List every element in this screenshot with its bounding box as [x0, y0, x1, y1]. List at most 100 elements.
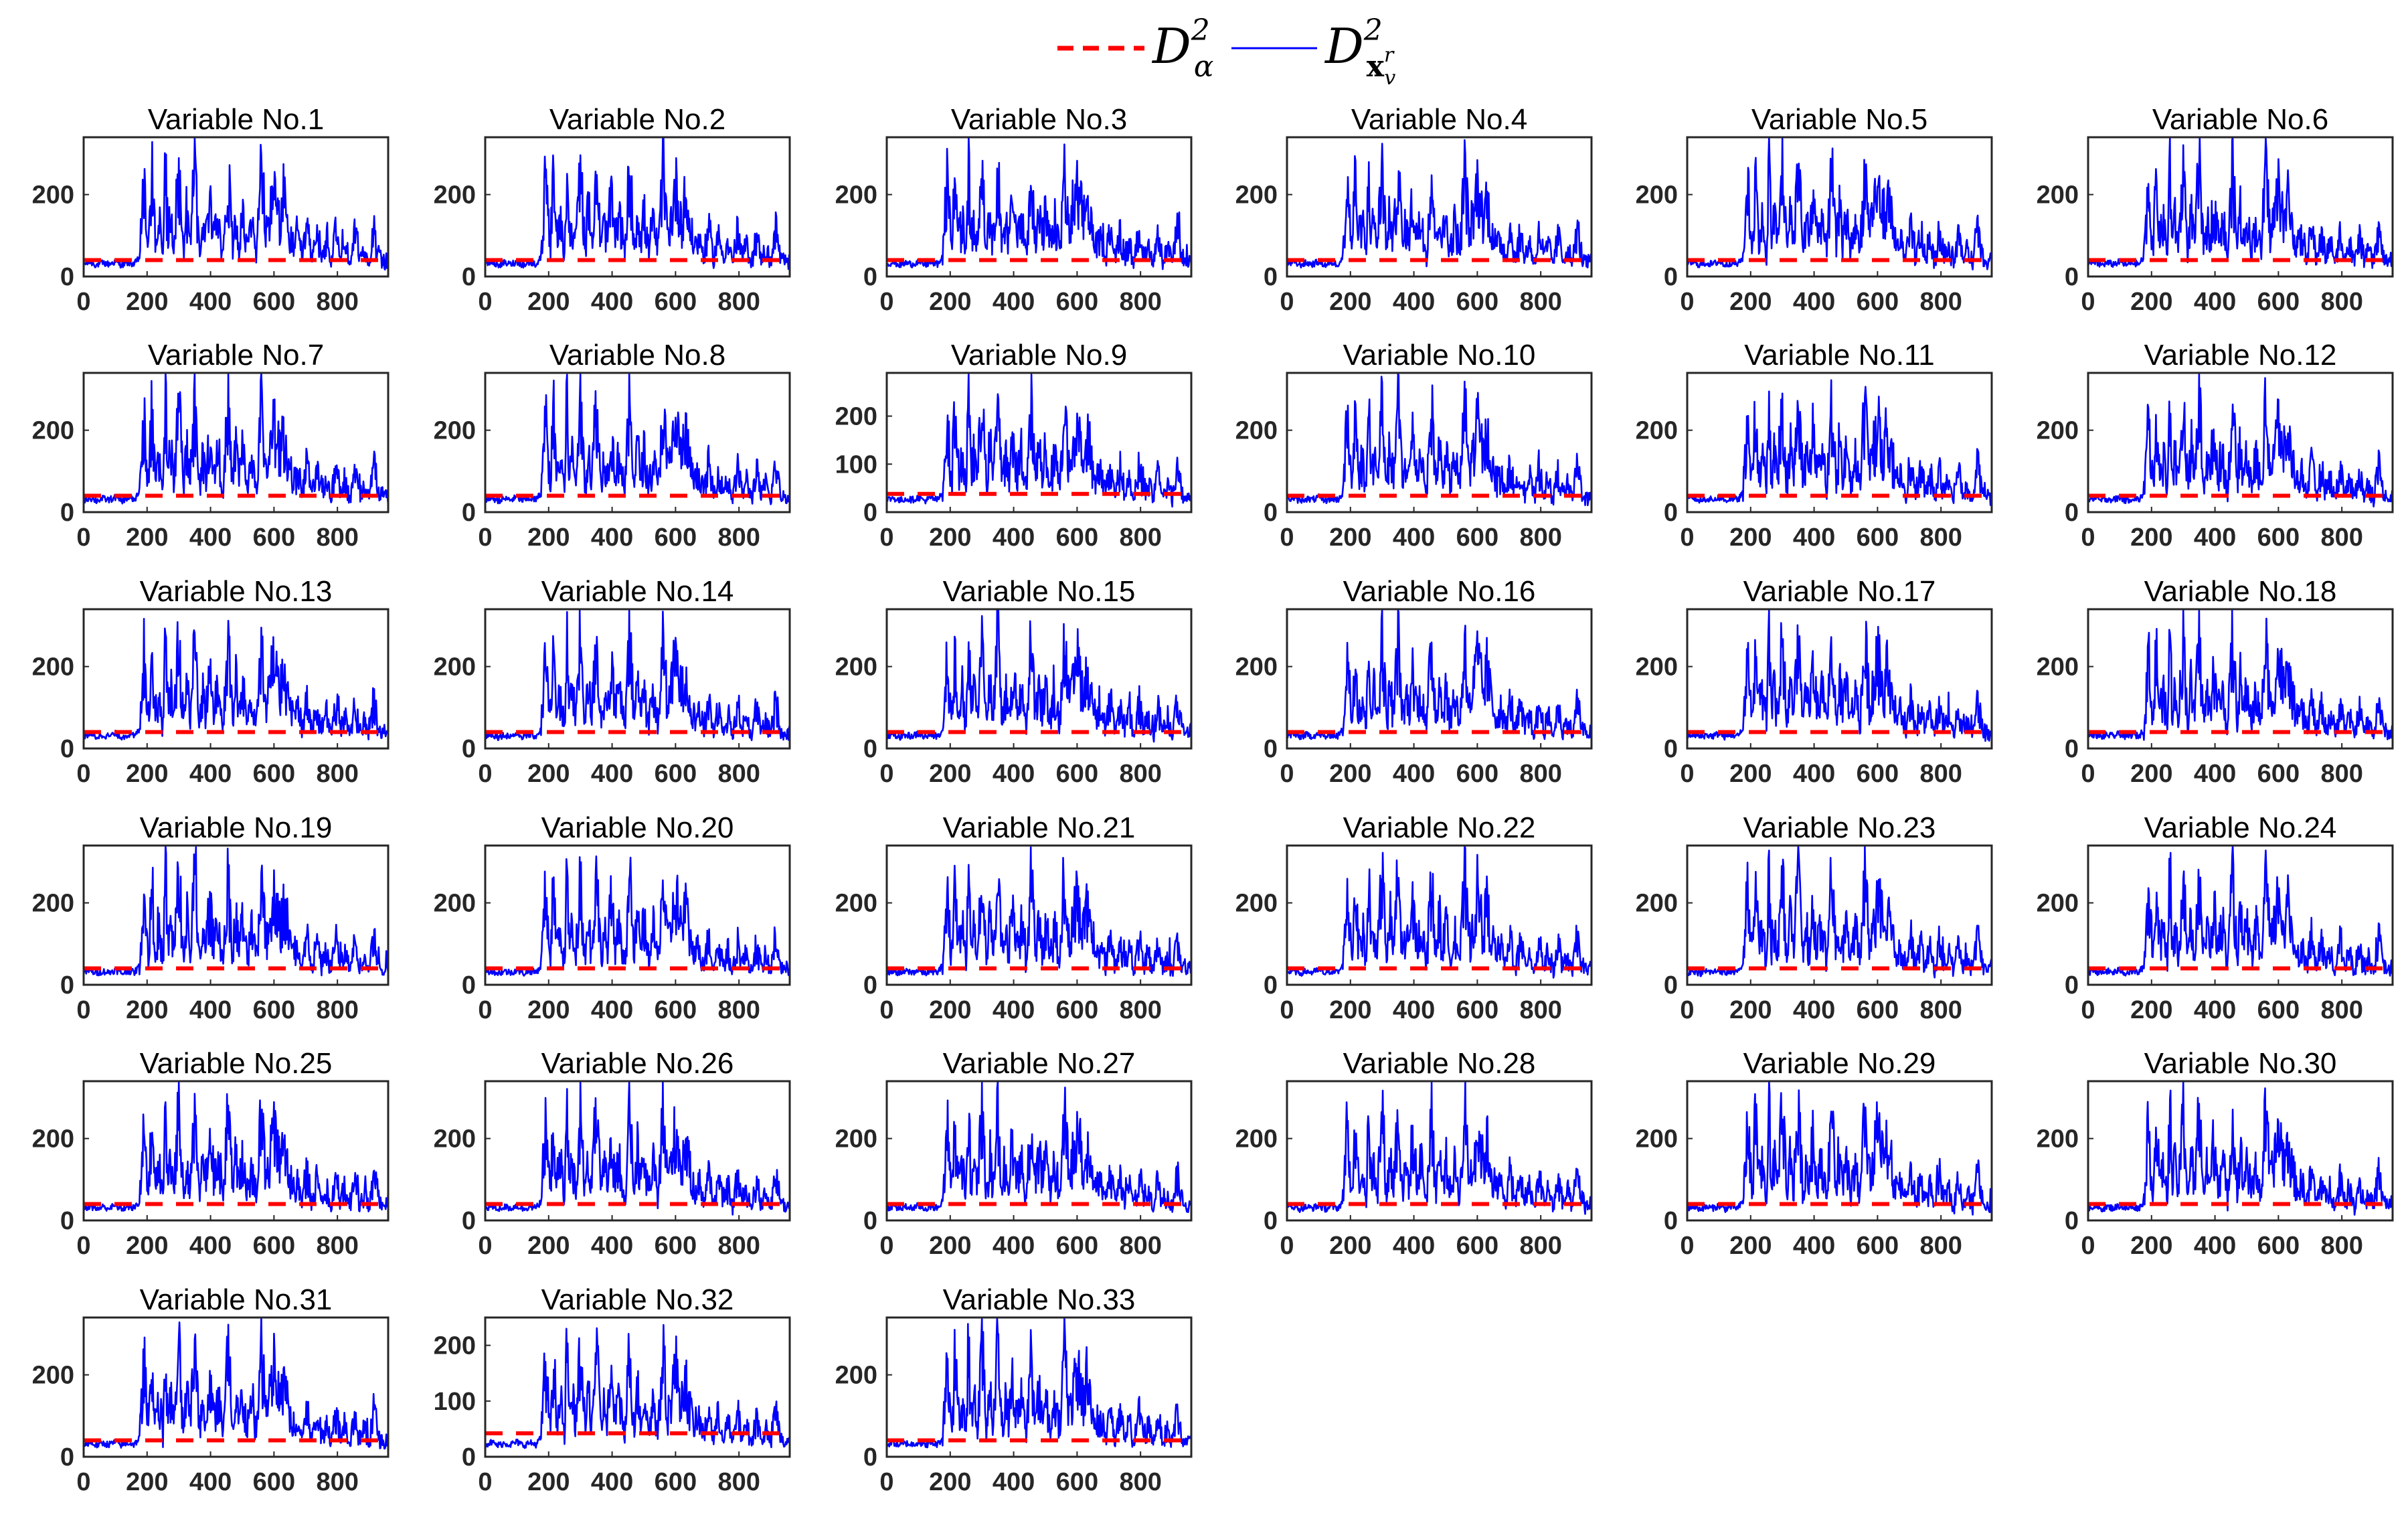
y-tick-label: 0: [1264, 1207, 1278, 1235]
panel-10: Variable No.10 0 200 400 600 800 0 200: [1235, 339, 1593, 552]
x-tick-label: 600: [253, 288, 295, 316]
x-tick-label: 600: [1056, 996, 1098, 1024]
panel-title: Variable No.6: [2152, 103, 2328, 136]
y-tick-label: 0: [60, 1207, 74, 1235]
x-tick-label: 800: [717, 1468, 760, 1496]
axes-frame: [1286, 136, 1593, 278]
plot-area: [485, 1324, 790, 1449]
x-tick-label: 0: [478, 1468, 492, 1496]
series-statistic: [887, 137, 1191, 270]
panel-3: Variable No.3 0 200 400 600 800 0 200: [835, 103, 1193, 316]
x-tick-label: 600: [1056, 760, 1098, 788]
x-tick-label: 200: [126, 288, 168, 316]
panel-32: Variable No.32 0 200 400 600 800 0 100 200: [434, 1283, 791, 1496]
x-tick-label: 200: [929, 996, 971, 1024]
panel-26: Variable No.26 0 200 400 600 800 0 200: [434, 1047, 791, 1260]
x-tick-label: 800: [316, 1232, 358, 1260]
x-tick-label: 200: [1729, 1232, 1772, 1260]
x-tick-label: 0: [1680, 1232, 1694, 1260]
y-tick-label: 200: [434, 181, 476, 210]
x-tick-label: 600: [1456, 288, 1498, 316]
x-tick-label: 200: [527, 1468, 570, 1496]
axes-frame: [885, 608, 1193, 750]
panel-1: Variable No.1 0 200 400 600 800 0 200: [32, 103, 390, 316]
panel-title: Variable No.1: [148, 103, 324, 136]
panel-title: Variable No.25: [140, 1047, 333, 1080]
x-tick-label: 0: [478, 760, 492, 788]
panel-title: Variable No.10: [1343, 339, 1536, 372]
series-statistic: [485, 373, 790, 505]
x-tick-label: 0: [478, 1232, 492, 1260]
x-tick-label: 400: [189, 760, 232, 788]
x-tick-label: 400: [1393, 288, 1435, 316]
y-tick-label: 100: [434, 1388, 476, 1416]
x-tick-label: 400: [1393, 760, 1435, 788]
x-tick-label: 600: [655, 524, 697, 552]
axes-frame: [484, 844, 791, 986]
x-tick-label: 600: [253, 1232, 295, 1260]
y-tick-label: 200: [434, 653, 476, 682]
y-tick-label: 200: [1235, 1125, 1278, 1153]
panel-title: Variable No.3: [951, 103, 1127, 136]
y-tick-label: 0: [60, 1443, 74, 1471]
y-tick-label: 200: [32, 890, 74, 918]
x-tick-label: 600: [1056, 1232, 1098, 1260]
y-tick-label: 200: [2037, 1125, 2079, 1153]
x-tick-label: 800: [2320, 996, 2362, 1024]
x-tick-label: 800: [1519, 524, 1561, 552]
x-tick-label: 400: [591, 1468, 633, 1496]
axes-frame: [82, 1080, 390, 1222]
plot-area: [1287, 846, 1592, 979]
x-tick-label: 800: [1119, 524, 1161, 552]
panel-8: Variable No.8 0 200 400 600 800 0 200: [434, 339, 791, 552]
panel-29: Variable No.29 0 200 400 600 800 0 200: [1636, 1047, 1993, 1260]
x-tick-label: 0: [2081, 760, 2095, 788]
x-tick-label: 400: [189, 1468, 232, 1496]
x-tick-label: 800: [1919, 760, 1962, 788]
plot-area: [84, 137, 388, 271]
panel-6: Variable No.6 0 200 400 600 800 0 200: [2037, 103, 2394, 316]
series-statistic: [2088, 373, 2393, 507]
y-tick-label: 200: [2037, 181, 2079, 210]
axes-frame: [1286, 608, 1593, 750]
axes-frame: [484, 608, 791, 750]
series-statistic: [485, 1324, 790, 1449]
axes-frame: [82, 1316, 390, 1458]
panel-title: Variable No.27: [943, 1047, 1136, 1080]
series-statistic: [485, 855, 790, 977]
x-tick-label: 0: [76, 1232, 90, 1260]
y-tick-label: 200: [1636, 1125, 1678, 1153]
x-tick-label: 200: [1329, 760, 1371, 788]
panel-2: Variable No.2 0 200 400 600 800 0 200: [434, 103, 791, 316]
axes-frame: [885, 1080, 1193, 1222]
x-tick-label: 600: [1056, 1468, 1098, 1496]
x-tick-label: 200: [1729, 996, 1772, 1024]
x-tick-label: 400: [189, 996, 232, 1024]
axes-frame: [1686, 1080, 1993, 1222]
x-tick-label: 0: [1680, 996, 1694, 1024]
x-tick-label: 0: [2081, 996, 2095, 1024]
series-statistic: [887, 1081, 1191, 1213]
panel-27: Variable No.27 0 200 400 600 800 0 200: [835, 1047, 1193, 1260]
x-tick-label: 0: [1280, 288, 1294, 316]
plot-area: [84, 373, 388, 505]
x-tick-label: 0: [879, 996, 893, 1024]
y-tick-label: 0: [863, 499, 877, 527]
x-tick-label: 0: [2081, 524, 2095, 552]
x-tick-label: 600: [1056, 524, 1098, 552]
x-tick-label: 600: [2257, 288, 2300, 316]
x-tick-label: 600: [1857, 760, 1899, 788]
axes-frame: [2087, 372, 2394, 513]
y-tick-label: 0: [1264, 263, 1278, 291]
panel-5: Variable No.5 0 200 400 600 800 0 200: [1636, 103, 1993, 316]
x-tick-label: 200: [126, 996, 168, 1024]
y-tick-label: 200: [32, 653, 74, 682]
x-tick-label: 400: [2194, 760, 2236, 788]
x-tick-label: 800: [316, 288, 358, 316]
x-tick-label: 800: [717, 996, 760, 1024]
plot-area: [887, 609, 1191, 743]
series-statistic: [84, 846, 388, 977]
x-tick-label: 0: [478, 996, 492, 1024]
